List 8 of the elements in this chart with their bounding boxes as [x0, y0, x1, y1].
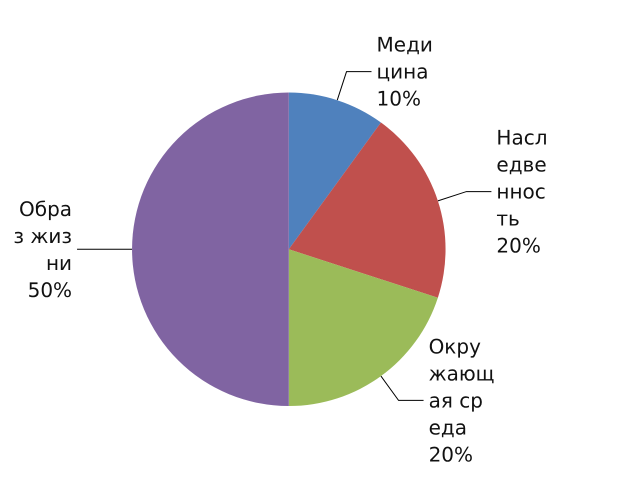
data-label: 50% [28, 278, 72, 302]
slice-label: Образ жизни [13, 196, 72, 275]
data-label: 20% [496, 234, 541, 258]
slice-label: Наследвенность [496, 126, 548, 231]
data-label: 10% [376, 86, 421, 111]
slice-label: Медицина [376, 32, 433, 84]
slice-label: Окружающая среда [428, 334, 495, 440]
data-label: 20% [428, 442, 474, 466]
